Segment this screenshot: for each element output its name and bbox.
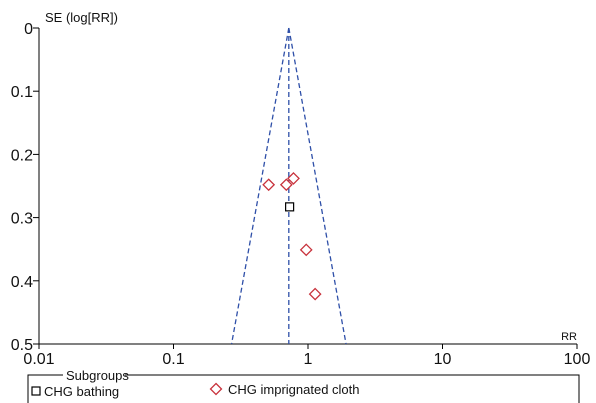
data-points [262, 171, 322, 301]
diamond-data-point [299, 243, 313, 257]
diamond-data-point [279, 178, 293, 192]
y-tick-label: 0.4 [11, 274, 33, 291]
funnel-lines [230, 27, 347, 345]
x-tick-label: 10 [434, 351, 452, 368]
x-tick-label: 0.1 [162, 351, 184, 368]
y-tick-label: 0.1 [11, 84, 33, 101]
legend-frame [27, 374, 580, 403]
funnel-right-line [288, 27, 347, 345]
x-tick-label: 0.01 [23, 351, 54, 368]
legend-diamond-marker [209, 382, 223, 396]
y-tick-label: 0.5 [11, 337, 33, 354]
x-tick-label: 100 [564, 351, 591, 368]
y-tick-label: 0.2 [11, 147, 33, 164]
y-axis-title: SE (log[RR]) [45, 10, 118, 25]
diamond-data-point [262, 178, 276, 192]
x-tick-label: 1 [304, 351, 313, 368]
legend-label: CHG imprignated cloth [228, 382, 360, 397]
y-tick-label: 0 [24, 21, 33, 38]
legend-square-marker [31, 386, 41, 396]
square-data-point [285, 202, 295, 212]
diamond-data-point [308, 287, 322, 301]
axes: 0 0.1 0.2 0.3 0.4 0.50.01 0.1 1 10 100 SE (log[RR]… [11, 10, 591, 368]
y-tick-label: 0.3 [11, 211, 33, 228]
legend-label: CHG bathing [44, 384, 119, 399]
funnel-left-line [230, 27, 290, 345]
x-axis-title: RR [561, 331, 577, 343]
diamond-data-point [287, 171, 300, 185]
legend-title: Subgroups [66, 368, 129, 383]
